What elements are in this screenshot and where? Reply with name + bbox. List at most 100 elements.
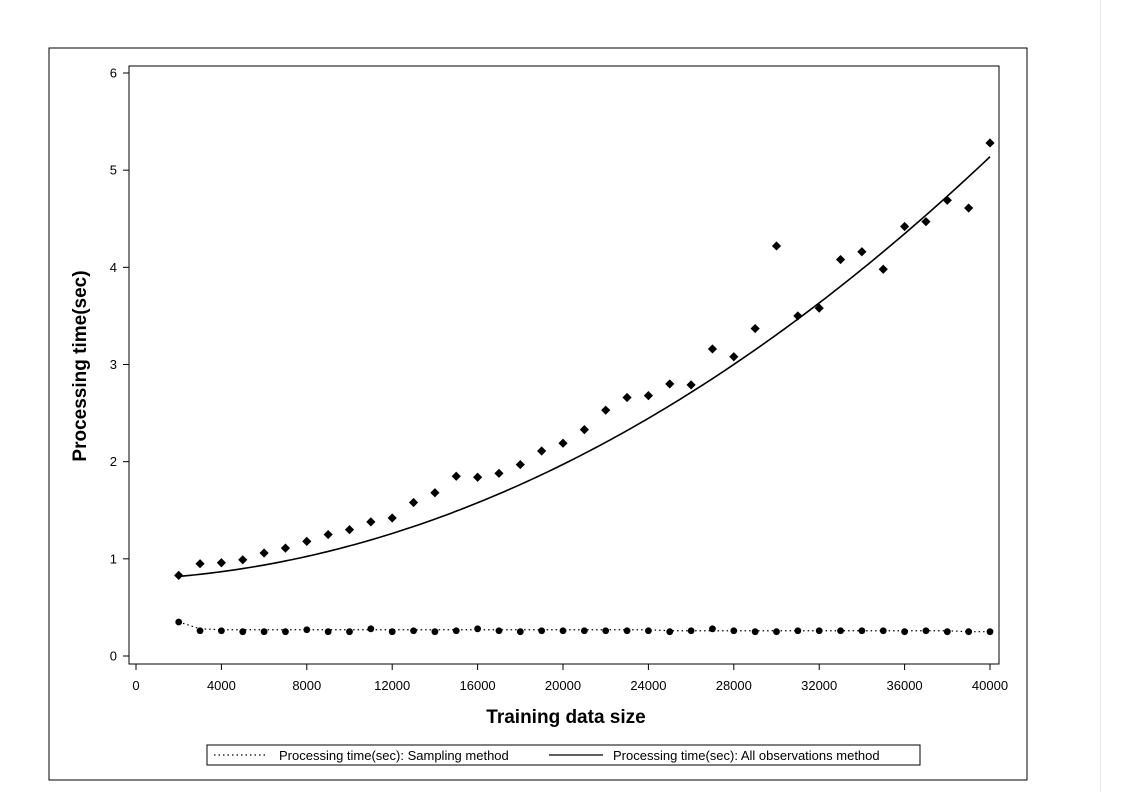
all-observations-point <box>323 529 333 540</box>
all-observations-point <box>793 311 803 321</box>
all-observations-point <box>814 303 824 313</box>
all-observations-point <box>430 488 440 498</box>
all-observations-point <box>579 425 589 435</box>
all-observations-fit-line <box>178 156 991 578</box>
plot-area <box>128 65 1000 665</box>
all-observations-point <box>964 203 974 213</box>
sampling-method-point <box>538 627 546 635</box>
sampling-method-point <box>666 628 674 636</box>
x-tick-label: 40000 <box>972 678 1008 693</box>
x-tick-label: 28000 <box>716 678 752 693</box>
all-observations-point <box>238 555 248 565</box>
sampling-method-point <box>388 628 396 636</box>
sampling-method-point <box>260 628 268 636</box>
series-layer <box>174 138 995 636</box>
sampling-method-point <box>559 627 567 635</box>
sampling-method-point <box>986 628 994 636</box>
x-tick-label: 24000 <box>630 678 666 693</box>
all-observations-point <box>302 536 312 546</box>
sampling-method-point <box>645 627 652 635</box>
all-observations-point <box>643 390 653 401</box>
sampling-method-point <box>709 625 716 633</box>
all-observations-point <box>494 468 504 478</box>
sampling-method-point <box>858 627 866 635</box>
sampling-method-point <box>922 627 930 635</box>
window-edge-strip <box>1100 0 1124 792</box>
y-tick-label: 6 <box>110 66 117 81</box>
all-observations-point <box>900 221 910 232</box>
sampling-method-point <box>239 628 247 636</box>
sampling-method-point <box>773 628 780 636</box>
sampling-method-point <box>474 625 481 633</box>
axis-ticks: 0 4000 8000 12000 16000 20000 24000 28000 32000 3… <box>110 66 1008 694</box>
sampling-method-point <box>282 628 289 636</box>
sampling-method-point <box>367 625 375 633</box>
sampling-method-point <box>965 628 973 636</box>
x-tick-label: 12000 <box>374 678 410 693</box>
x-tick-label: 16000 <box>460 678 496 693</box>
sampling-method-point <box>751 628 759 636</box>
sampling-method-point <box>346 628 353 636</box>
all-observations-point <box>921 217 931 227</box>
sampling-method-point <box>901 628 908 636</box>
sampling-method-fit-line <box>178 621 990 633</box>
sampling-method-point <box>196 627 204 635</box>
y-tick-label: 5 <box>110 163 117 178</box>
all-observations-point <box>408 497 419 508</box>
x-tick-label: 32000 <box>801 678 837 693</box>
sampling-method-point <box>815 627 823 635</box>
sampling-method-point <box>175 618 183 626</box>
all-observations-point <box>195 559 205 569</box>
all-observations-point <box>771 241 782 251</box>
all-observations-point <box>729 352 739 362</box>
all-observations-point <box>259 548 269 558</box>
all-observations-point <box>878 264 888 274</box>
all-observations-point <box>942 195 952 205</box>
sampling-method-point <box>943 628 951 636</box>
all-observations-point <box>280 543 291 553</box>
sampling-method-point <box>452 627 460 635</box>
sampling-method-point <box>837 627 844 635</box>
sampling-method-point <box>602 627 610 635</box>
sampling-method-point <box>324 628 332 636</box>
all-observations-point <box>174 570 184 580</box>
all-observations-point <box>750 323 760 334</box>
x-tick-label: 4000 <box>207 678 236 693</box>
x-tick-label: 36000 <box>887 678 923 693</box>
all-observations-point <box>473 472 483 482</box>
sampling-method-point <box>730 627 738 635</box>
all-observations-point <box>558 438 568 448</box>
sampling-method-point <box>303 626 311 634</box>
y-tick-label: 3 <box>110 357 117 372</box>
all-observations-point <box>622 392 632 403</box>
sampling-method-point <box>879 627 887 635</box>
figure-frame <box>48 47 1028 781</box>
all-observations-point <box>985 138 995 148</box>
all-observations-point <box>216 558 226 568</box>
all-observations-point <box>387 513 397 523</box>
y-tick-label: 0 <box>110 649 117 664</box>
x-axis-title: Training data size <box>486 707 645 728</box>
y-tick-label: 2 <box>110 454 117 469</box>
sampling-method-point <box>623 627 631 635</box>
all-observations-point <box>366 517 376 527</box>
all-observations-point <box>537 446 547 456</box>
y-axis-title: Processing time(sec) <box>70 270 91 461</box>
all-observations-point <box>835 254 846 265</box>
all-observations-point <box>451 471 461 481</box>
sampling-method-point <box>580 627 588 635</box>
sampling-method-point <box>794 627 802 635</box>
legend-label-sampling: Processing time(sec): Sampling method <box>279 748 509 763</box>
all-observations-point <box>665 379 675 389</box>
all-observations-point <box>344 525 355 535</box>
sampling-method-point <box>516 628 524 636</box>
sampling-method-point <box>410 627 417 635</box>
x-tick-label: 0 <box>132 678 139 693</box>
y-tick-label: 4 <box>110 260 117 275</box>
sampling-method-point <box>495 627 503 635</box>
y-tick-label: 1 <box>110 551 117 566</box>
all-observations-point <box>686 380 696 390</box>
legend: Processing time(sec): Sampling method Pr… <box>206 744 921 766</box>
x-tick-label: 8000 <box>292 678 321 693</box>
